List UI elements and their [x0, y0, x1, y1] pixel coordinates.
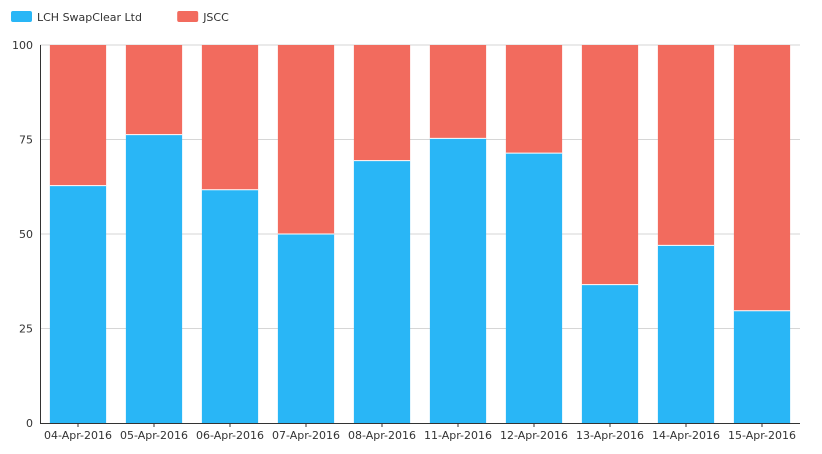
bar-lch-swapclear-11-apr-2016[interactable]	[429, 138, 487, 423]
bar-lch-swapclear-14-apr-2016[interactable]	[657, 245, 715, 423]
chart-axes	[40, 45, 800, 427]
bar-jscc-12-apr-2016[interactable]	[505, 45, 563, 154]
y-tick-label-50: 50	[19, 228, 33, 241]
legend-swatch-lch-swapclear[interactable]	[11, 11, 32, 22]
y-tick-label-0: 0	[26, 417, 33, 430]
legend-label-lch-swapclear[interactable]: LCH SwapClear Ltd	[37, 11, 142, 24]
bar-lch-swapclear-15-apr-2016[interactable]	[733, 310, 791, 423]
bar-jscc-07-apr-2016[interactable]	[277, 45, 335, 234]
bar-jscc-08-apr-2016[interactable]	[353, 45, 411, 161]
y-tick-label-100: 100	[12, 39, 33, 52]
bar-series-group	[49, 45, 791, 423]
x-tick-label-08-apr-2016: 08-Apr-2016	[348, 429, 416, 442]
bar-jscc-04-apr-2016[interactable]	[49, 45, 107, 186]
bar-lch-swapclear-05-apr-2016[interactable]	[125, 134, 183, 423]
bar-jscc-06-apr-2016[interactable]	[201, 45, 259, 190]
x-tick-label-07-apr-2016: 07-Apr-2016	[272, 429, 340, 442]
bar-lch-swapclear-07-apr-2016[interactable]	[277, 234, 335, 423]
legend-swatch-jscc[interactable]	[177, 11, 199, 22]
legend-label-jscc[interactable]: JSCC	[202, 11, 229, 24]
x-tick-label-11-apr-2016: 11-Apr-2016	[424, 429, 492, 442]
y-axis-tick-labels: 0 25 50 75 100	[12, 39, 33, 430]
bar-jscc-14-apr-2016[interactable]	[657, 45, 715, 246]
y-tick-label-75: 75	[19, 134, 33, 147]
x-tick-label-05-apr-2016: 05-Apr-2016	[120, 429, 188, 442]
bar-jscc-13-apr-2016[interactable]	[581, 45, 639, 285]
x-axis-tick-labels: 04-Apr-2016 05-Apr-2016 06-Apr-2016 07-Apr-…	[44, 429, 796, 442]
bar-lch-swapclear-08-apr-2016[interactable]	[353, 160, 411, 423]
bar-lch-swapclear-12-apr-2016[interactable]	[505, 153, 563, 423]
bar-lch-swapclear-13-apr-2016[interactable]	[581, 284, 639, 423]
x-tick-label-13-apr-2016: 13-Apr-2016	[576, 429, 644, 442]
x-tick-label-14-apr-2016: 14-Apr-2016	[652, 429, 720, 442]
x-tick-label-04-apr-2016: 04-Apr-2016	[44, 429, 112, 442]
bar-jscc-15-apr-2016[interactable]	[733, 45, 791, 311]
bar-jscc-05-apr-2016[interactable]	[125, 45, 183, 135]
bar-lch-swapclear-04-apr-2016[interactable]	[49, 185, 107, 423]
bar-jscc-11-apr-2016[interactable]	[429, 45, 487, 139]
x-tick-label-15-apr-2016: 15-Apr-2016	[728, 429, 796, 442]
x-tick-label-06-apr-2016: 06-Apr-2016	[196, 429, 264, 442]
bar-lch-swapclear-06-apr-2016[interactable]	[201, 189, 259, 423]
x-tick-label-12-apr-2016: 12-Apr-2016	[500, 429, 568, 442]
y-tick-label-25: 25	[19, 323, 33, 336]
chart-legend: LCH SwapClear Ltd JSCC	[11, 11, 229, 24]
